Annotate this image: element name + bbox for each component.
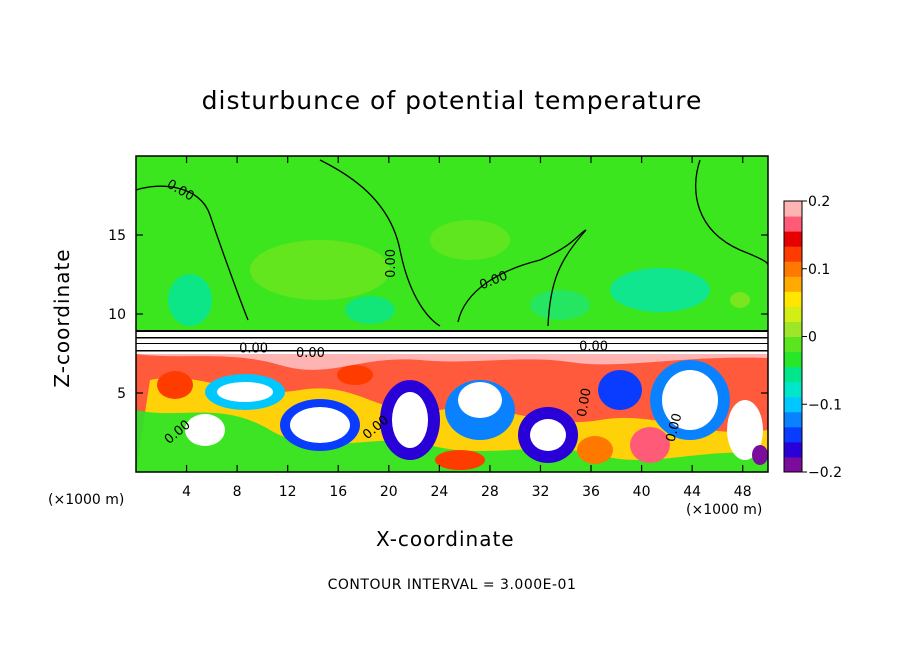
plot-field <box>136 156 768 472</box>
colorbar-segment <box>784 231 802 247</box>
colorbar-segment <box>784 366 802 383</box>
colorbar-segment <box>784 441 802 458</box>
x-axis-label: X-coordinate <box>376 527 515 551</box>
contour-label: 0.00 <box>239 341 268 356</box>
plot-frame <box>135 155 769 473</box>
contour-label: 0.00 <box>663 412 685 444</box>
colorbar-segment <box>784 306 802 322</box>
x-tick-label: 24 <box>430 484 448 500</box>
x-tick-label: 12 <box>279 484 297 500</box>
colorbar-tick-label: −0.2 <box>808 465 842 481</box>
colorbar-segment <box>784 351 802 368</box>
x-tick-label: 16 <box>329 484 347 500</box>
y-tick-label: 15 <box>108 228 126 244</box>
x-unit-left: (×1000 m) <box>48 492 125 508</box>
colorbar-segment <box>784 321 802 337</box>
y-axis-label: Z-coordinate <box>50 248 74 388</box>
y-tick-label: 10 <box>108 307 126 323</box>
x-tick-label: 8 <box>233 484 242 500</box>
colorbar-tick-label: 0 <box>808 330 817 346</box>
x-unit-right: (×1000 m) <box>686 502 763 518</box>
x-tick-label: 44 <box>683 484 701 500</box>
turbulent-blobs <box>136 354 768 472</box>
colorbar-segment <box>784 201 802 217</box>
contour-interval-note: CONTOUR INTERVAL = 3.000E-01 <box>327 577 577 593</box>
colorbar-segment <box>784 396 802 413</box>
colorbar-segment <box>784 381 802 398</box>
chart-title: disturbunce of potential temperature <box>201 86 703 115</box>
colorbar-tick-label: −0.1 <box>808 397 842 413</box>
colorbar-segment <box>784 456 802 473</box>
contour-label: 0.00 <box>579 340 608 355</box>
colorbar-segment <box>784 291 802 307</box>
y-tick-label: 5 <box>117 386 126 402</box>
colorbar-segment <box>784 411 802 428</box>
contour-lines <box>136 159 768 327</box>
colorbar-segment <box>784 336 802 353</box>
contour-label: 0.00 <box>296 346 325 361</box>
colorbar-segment <box>784 216 802 232</box>
colorbar-segment <box>784 261 802 277</box>
x-tick-label: 40 <box>633 484 651 500</box>
colorbar-segment <box>784 246 802 262</box>
x-tick-label: 4 <box>182 484 191 500</box>
contour-label: 0.00 <box>575 387 595 418</box>
colorbar-segment <box>784 426 802 443</box>
colorbar-tick-label: 0.2 <box>808 194 830 210</box>
contour-label: 0.00 <box>384 249 399 278</box>
x-tick-label: 48 <box>734 484 752 500</box>
x-tick-label: 20 <box>380 484 398 500</box>
colorbar-tick-label: 0.1 <box>808 262 830 278</box>
x-tick-label: 32 <box>532 484 550 500</box>
x-tick-label: 36 <box>582 484 600 500</box>
colorbar-segment <box>784 276 802 292</box>
x-tick-label: 28 <box>481 484 499 500</box>
